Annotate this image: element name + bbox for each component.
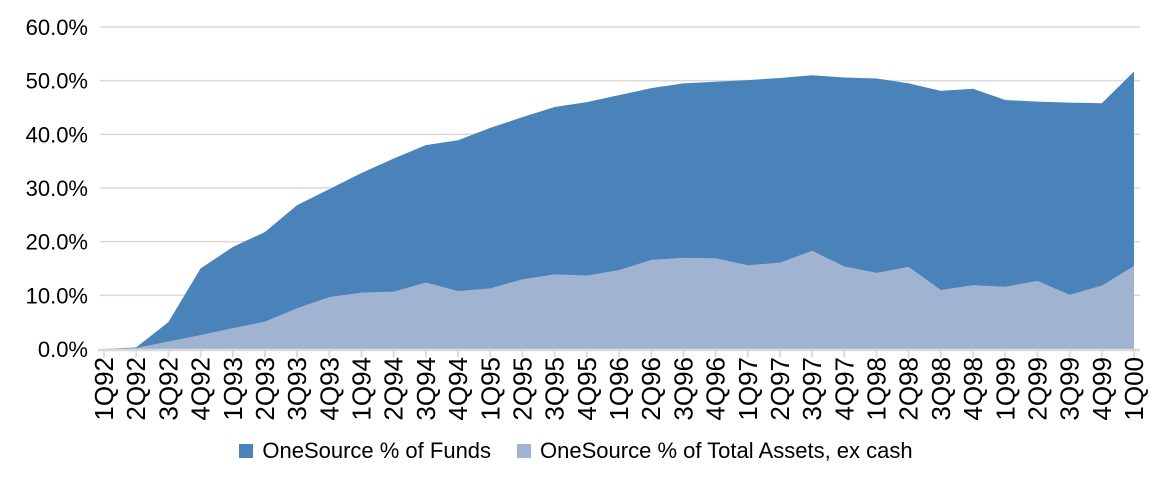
area-series-1 [104, 250, 1134, 349]
y-axis-label: 30.0% [26, 176, 88, 201]
x-axis-label: 3Q99 [1055, 357, 1085, 421]
x-axis-label: 3Q95 [540, 357, 570, 421]
x-axis-label: 3Q96 [668, 357, 698, 421]
x-axis-label: 4Q93 [314, 357, 344, 421]
x-axis-label: 4Q92 [186, 357, 216, 421]
x-axis-label: 1Q99 [990, 357, 1020, 421]
x-axis-label: 4Q97 [829, 357, 859, 421]
x-axis-label: 3Q98 [926, 357, 956, 421]
x-axis-label: 2Q92 [121, 357, 151, 421]
x-axis-label: 4Q94 [443, 357, 473, 421]
x-axis-label: 1Q93 [218, 357, 248, 421]
legend-label-assets: OneSource % of Total Assets, ex cash [540, 438, 913, 463]
y-axis-label: 10.0% [26, 283, 88, 308]
x-axis-label: 4Q99 [1087, 357, 1117, 421]
x-axis-label: 1Q94 [347, 357, 377, 421]
x-axis-label: 1Q95 [475, 357, 505, 421]
chart-legend: OneSource % of Funds OneSource % of Tota… [0, 438, 1152, 464]
x-axis-label: 3Q94 [411, 357, 441, 421]
y-axis-label: 20.0% [26, 230, 88, 255]
x-axis-label: 3Q93 [282, 357, 312, 421]
legend-item-funds: OneSource % of Funds [239, 438, 491, 464]
x-axis-label: 1Q97 [733, 357, 763, 421]
y-axis-label: 60.0% [26, 15, 88, 40]
x-axis-label: 3Q92 [153, 357, 183, 421]
y-axis-label: 40.0% [26, 122, 88, 147]
x-axis-label: 1Q98 [862, 357, 892, 421]
x-axis-label: 2Q93 [250, 357, 280, 421]
x-axis-label: 2Q96 [636, 357, 666, 421]
y-axis-label: 0.0% [38, 337, 88, 362]
legend-label-funds: OneSource % of Funds [262, 438, 492, 463]
x-axis-label: 1Q92 [89, 357, 119, 421]
x-axis-label: 3Q97 [797, 357, 827, 421]
x-axis-label: 2Q94 [379, 357, 409, 421]
x-axis-label: 2Q97 [765, 357, 795, 421]
x-axis-label: 4Q96 [701, 357, 731, 421]
y-axis-label: 50.0% [26, 69, 88, 94]
x-axis-label: 1Q00 [1119, 357, 1149, 421]
x-axis-label: 4Q98 [958, 357, 988, 421]
legend-swatch-funds [239, 444, 254, 458]
x-axis-label: 4Q95 [572, 357, 602, 421]
legend-swatch-assets [517, 444, 532, 458]
x-axis-label: 1Q96 [604, 357, 634, 421]
area-chart: 0.0%10.0%20.0%30.0%40.0%50.0%60.0%1Q92 2Q… [26, 15, 1149, 421]
x-axis-label: 2Q99 [1022, 357, 1052, 421]
legend-item-assets: OneSource % of Total Assets, ex cash [517, 438, 913, 464]
x-axis-label: 2Q98 [894, 357, 924, 421]
x-axis-label: 2Q95 [507, 357, 537, 421]
